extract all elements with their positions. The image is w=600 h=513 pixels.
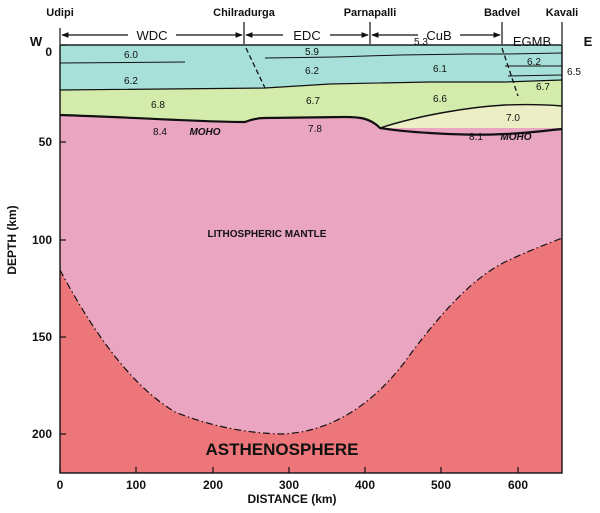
direction-east: E	[584, 34, 593, 49]
velocity-label: 6.2	[305, 66, 319, 77]
velocity-label: 5.3	[414, 37, 428, 48]
lithosphere-asthenosphere-boundary	[59, 237, 563, 435]
x-tick-label: 600	[508, 478, 528, 492]
egmb-internal-3	[507, 74, 563, 77]
lower-crust-east-layer	[380, 104, 562, 128]
y-tick-label: 150	[32, 330, 52, 344]
velocity-label: 7.0	[506, 113, 520, 124]
velocity-label: 6.2	[124, 76, 138, 87]
x-tick-label: 500	[431, 478, 451, 492]
upper-crust-internal-west	[59, 61, 186, 64]
velocity-label: 6.1	[433, 64, 447, 75]
x-axis-title: DISTANCE (km)	[247, 492, 336, 506]
terrane-spans	[59, 22, 563, 44]
x-axis: 0 100 200 300 400 500 600 DISTANCE (km)	[57, 467, 528, 506]
velocity-label: 6.6	[433, 94, 447, 105]
location-parnapalli: Parnapalli	[344, 7, 397, 19]
moho-line	[59, 113, 563, 136]
lithospheric-mantle-label: LITHOSPHERIC MANTLE	[208, 229, 327, 240]
y-axis: 0 50 100 150 200 DEPTH (km)	[5, 44, 66, 441]
asthenosphere-layer	[60, 238, 562, 473]
direction-west: W	[30, 34, 43, 49]
velocity-label: 6.5	[567, 67, 581, 78]
egmb-internal-1	[504, 52, 563, 55]
terrane-labels: WDC EDC CuB EGMB	[136, 28, 551, 49]
boundaries	[59, 47, 563, 435]
y-tick-label: 0	[45, 45, 52, 59]
y-tick-label: 200	[32, 427, 52, 441]
moho-label-west: MOHO	[189, 127, 220, 138]
velocity-labels: 6.0 6.2 6.8 8.4 5.9 6.2 6.7 7.8 5.3 6.1 …	[124, 37, 581, 143]
x-tick-label: 400	[355, 478, 375, 492]
asthenosphere-label: ASTHENOSPHERE	[205, 440, 358, 459]
shear-zone-badvel	[501, 47, 519, 97]
velocity-label: 6.7	[306, 96, 320, 107]
upper-middle-boundary	[59, 79, 563, 91]
shear-zone-chitradurga	[245, 47, 266, 89]
upper-crust-internal-east	[264, 53, 505, 59]
velocity-label: 8.1	[469, 132, 483, 143]
location-badvel: Badvel	[484, 7, 520, 19]
velocity-label: 7.8	[308, 124, 322, 135]
velocity-label: 6.2	[527, 57, 541, 68]
y-tick-label: 100	[32, 233, 52, 247]
velocity-label: 8.4	[153, 127, 167, 138]
velocity-label: 6.0	[124, 50, 138, 61]
velocity-label: 6.7	[536, 82, 550, 93]
layers	[60, 45, 562, 473]
terrane-egmb: EGMB	[513, 34, 551, 49]
x-tick-label: 300	[279, 478, 299, 492]
terrane-cub: CuB	[426, 28, 451, 43]
location-udipi: Udipi	[46, 7, 74, 19]
terrane-edc: EDC	[293, 28, 320, 43]
moho-label-east: MOHO	[500, 132, 531, 143]
x-tick-label: 200	[203, 478, 223, 492]
location-labels: Udipi Chilradurga Parnapalli Badvel Kava…	[46, 7, 578, 19]
y-axis-title: DEPTH (km)	[5, 205, 19, 274]
plot-frame	[59, 44, 563, 474]
x-tick-label: 100	[126, 478, 146, 492]
lower-crust-east-top	[379, 103, 563, 129]
terrane-wdc: WDC	[136, 28, 167, 43]
location-chilradurga: Chilradurga	[213, 7, 276, 19]
x-tick-label: 0	[57, 478, 64, 492]
y-tick-label: 50	[39, 135, 53, 149]
upper-crust-layer	[60, 45, 562, 90]
velocity-label: 5.9	[305, 47, 319, 58]
location-kavali: Kavali	[546, 7, 578, 19]
velocity-label: 6.8	[151, 100, 165, 111]
